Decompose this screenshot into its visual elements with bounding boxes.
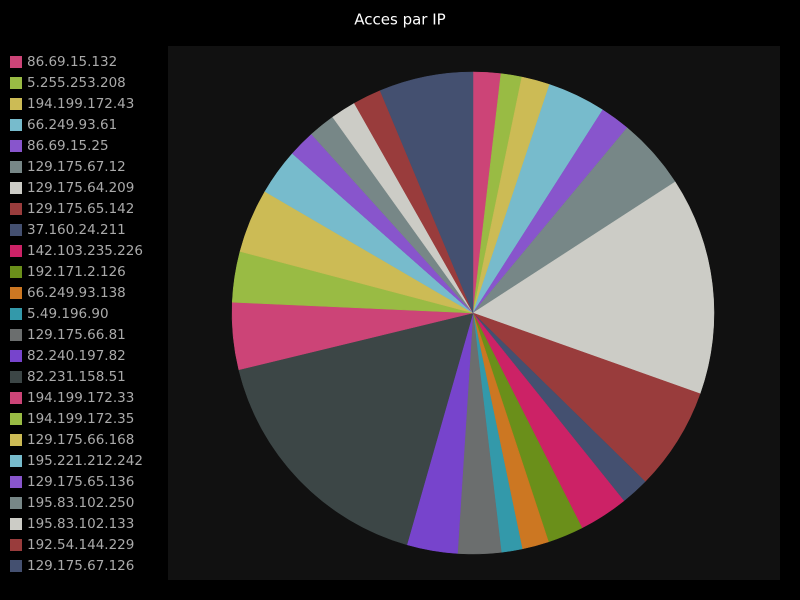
pie-slice (238, 312, 474, 546)
legend-swatch (10, 371, 22, 383)
pie-slice (472, 181, 715, 395)
legend-swatch (10, 224, 22, 236)
legend-swatch (10, 287, 22, 299)
legend-label: 192.54.144.229 (27, 537, 134, 553)
legend-swatch (10, 203, 22, 215)
legend-label: 66.249.93.138 (27, 285, 126, 301)
legend-swatch (10, 560, 22, 572)
chart-title: Acces par IP (354, 11, 445, 29)
legend-label: 194.199.172.35 (27, 411, 134, 427)
legend-swatch (10, 350, 22, 362)
pie-slice (379, 71, 474, 314)
legend-swatch (10, 182, 22, 194)
legend-label: 195.83.102.250 (27, 495, 134, 511)
legend-label: 129.175.66.81 (27, 327, 126, 343)
legend-label: 66.249.93.61 (27, 117, 117, 133)
legend-label: 195.221.212.242 (27, 453, 143, 469)
legend-label: 192.171.2.126 (27, 264, 126, 280)
legend-swatch (10, 77, 22, 89)
legend-label: 82.231.158.51 (27, 369, 126, 385)
pie-slice (472, 312, 701, 482)
legend-swatch (10, 329, 22, 341)
legend-label: 194.199.172.43 (27, 96, 134, 112)
legend-label: 129.175.65.136 (27, 474, 134, 490)
legend-swatch (10, 98, 22, 110)
legend-swatch (10, 518, 22, 530)
legend-swatch (10, 455, 22, 467)
legend-swatch (10, 308, 22, 320)
legend-label: 129.175.67.12 (27, 159, 126, 175)
legend-label: 37.160.24.211 (27, 222, 126, 238)
legend-swatch (10, 140, 22, 152)
legend-swatch (10, 476, 22, 488)
legend-swatch (10, 161, 22, 173)
legend-swatch (10, 539, 22, 551)
legend-swatch (10, 119, 22, 131)
legend-label: 5.255.253.208 (27, 75, 126, 91)
legend-label: 194.199.172.33 (27, 390, 134, 406)
legend-swatch (10, 434, 22, 446)
legend-label: 129.175.65.142 (27, 201, 134, 217)
legend-label: 129.175.64.209 (27, 180, 134, 196)
legend-label: 129.175.67.126 (27, 558, 134, 574)
legend-label: 129.175.66.168 (27, 432, 134, 448)
legend-swatch (10, 413, 22, 425)
legend-label: 82.240.197.82 (27, 348, 126, 364)
legend-swatch (10, 266, 22, 278)
legend-label: 86.69.15.132 (27, 54, 117, 70)
legend-label: 195.83.102.133 (27, 516, 134, 532)
legend-label: 5.49.196.90 (27, 306, 109, 322)
legend-label: 142.103.235.226 (27, 243, 143, 259)
legend-swatch (10, 392, 22, 404)
legend-swatch (10, 245, 22, 257)
legend-label: 86.69.15.25 (27, 138, 109, 154)
legend-swatch (10, 56, 22, 68)
legend-swatch (10, 497, 22, 509)
